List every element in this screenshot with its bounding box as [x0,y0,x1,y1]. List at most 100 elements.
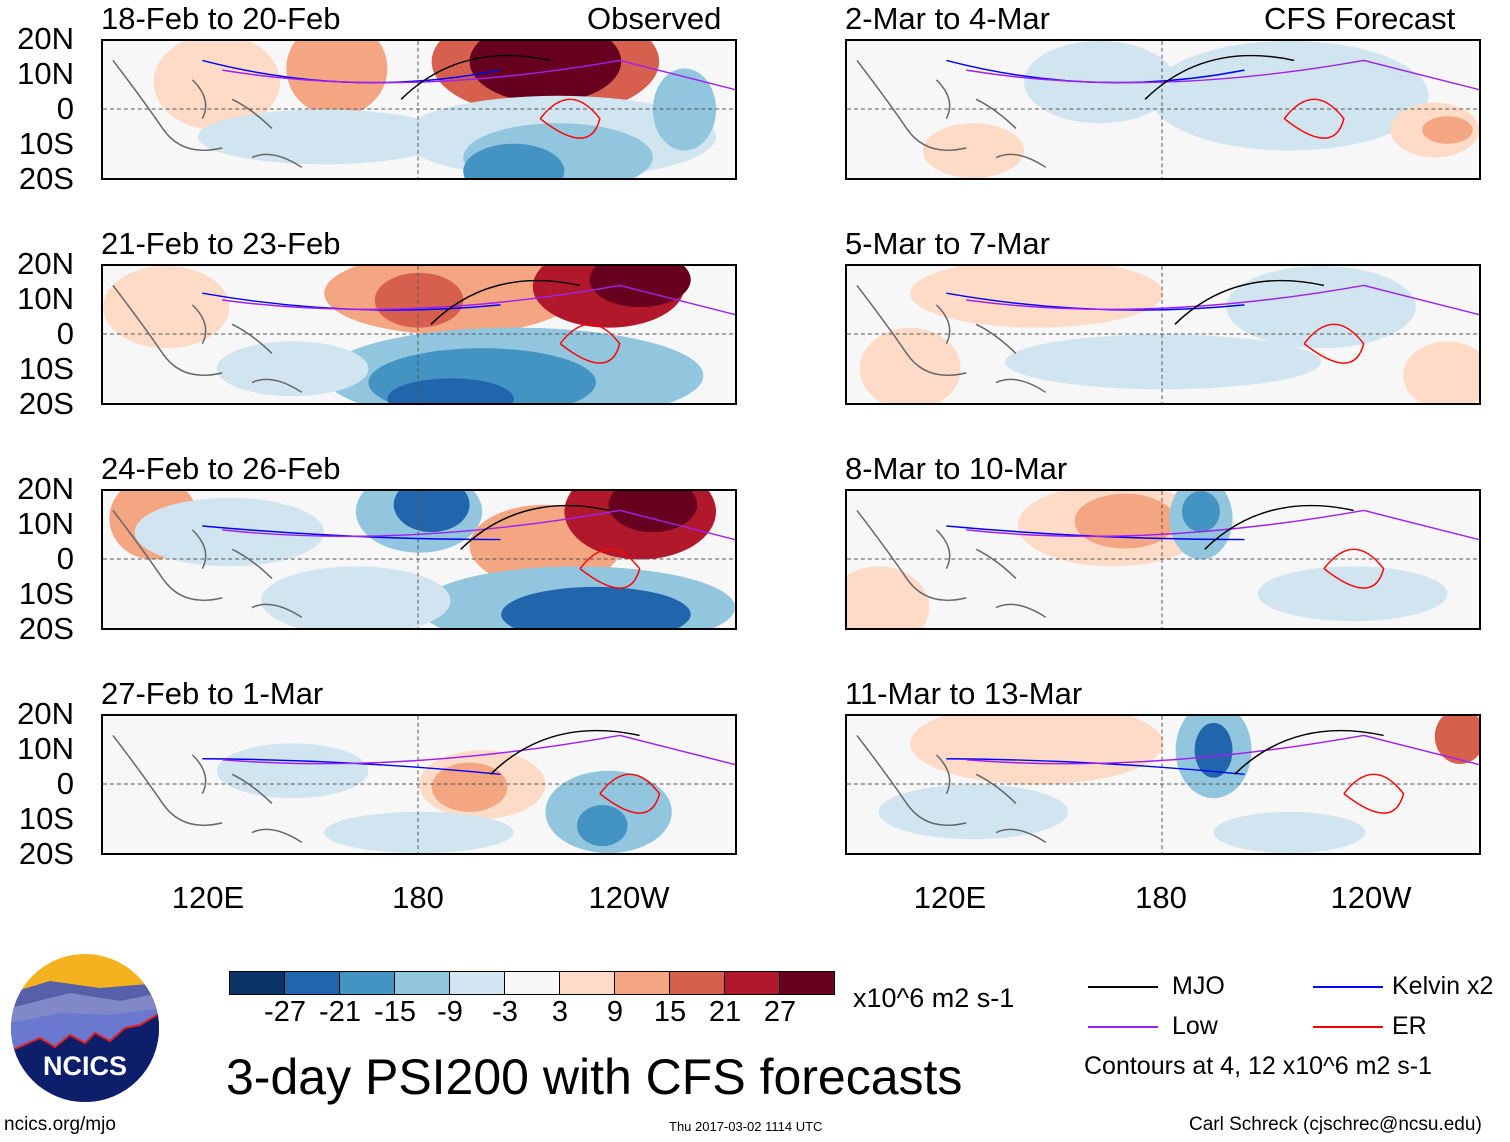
er-contour [579,548,641,589]
panel-title: 21-Feb to 23-Feb [101,226,341,261]
y-tick: 0 [56,316,74,351]
low-contour [222,509,735,541]
anomaly-region [1194,722,1233,778]
legend-label-kelvin: Kelvin x2 [1392,972,1494,1000]
anomaly-region [501,586,691,628]
colorbar-label: 3 [551,996,569,1028]
observed-map-panel [101,39,737,180]
coastline [856,59,1047,168]
colorbar-swatch [230,972,285,994]
low-contour [966,284,1479,316]
y-tick: 0 [56,541,74,576]
mjo-contour [1174,279,1325,325]
x-tick: 120E [171,880,245,915]
observed-map-panel [101,264,737,405]
coastline [856,734,1047,843]
colorbar-swatch [670,972,725,994]
anomaly-region [1005,334,1321,390]
low-contour [966,509,1479,541]
colorbar [229,971,835,995]
er-contour [1303,323,1365,364]
observed-map-panel [101,489,737,630]
anomaly-region [387,378,514,403]
anomaly-region [374,272,464,328]
anomaly-region [197,109,451,165]
anomaly-region [153,41,280,131]
anomaly-region [134,497,325,567]
mjo-contour [430,279,581,325]
x-tick: 180 [1135,880,1187,915]
anomaly-region [431,762,508,812]
colorbar-units: x10^6 m2 s-1 [853,983,1015,1013]
y-tick: 20S [18,386,74,421]
colorbar-label: 27 [763,996,797,1028]
low-contour [966,734,1479,766]
colorbar-label: -15 [374,996,416,1028]
anomaly-region [1257,566,1448,622]
site-url[interactable]: ncics.org/mjo [4,1114,116,1135]
panel-title: 5-Mar to 7-Mar [845,226,1050,261]
forecast-map-panel [845,489,1481,630]
legend-line-kelvin [1313,986,1383,988]
mjo-contour [490,729,640,775]
colorbar-swatch [505,972,560,994]
legend-label-mjo: MJO [1172,972,1225,1000]
low-contour [222,284,735,316]
y-tick: 10N [17,506,74,541]
anomaly-region [1150,41,1429,151]
anomaly-region [910,266,1163,328]
mjo-contour [400,54,551,100]
x-tick: 120W [1330,880,1412,915]
anomaly-region [216,341,369,397]
mjo-contour [1204,504,1354,550]
anomaly-region [1434,716,1479,764]
y-tick: 10S [18,801,74,836]
anomaly-region [1403,341,1479,403]
anomaly-region [1181,491,1220,533]
x-tick: 120W [588,880,670,915]
y-tick: 10N [17,281,74,316]
colorbar-swatch [450,972,505,994]
forecast-map-panel [845,264,1481,405]
er-contour [1283,98,1345,139]
anomaly-region [577,805,628,847]
legend-line-er [1313,1026,1383,1028]
legend-line-low [1088,1026,1158,1028]
observed-map-panel [101,714,737,855]
anomaly-region [859,327,961,403]
panel-title: 18-Feb to 20-Feb [101,1,341,36]
colorbar-swatch [780,972,834,994]
colorbar-swatch [285,972,340,994]
y-tick: 10N [17,56,74,91]
y-tick: 20S [18,611,74,646]
anomaly-region [1226,266,1416,349]
colorbar-label: -27 [264,996,306,1028]
mjo-contour [1234,729,1384,775]
anomaly-region [393,491,470,533]
observed-header: Observed [587,1,722,36]
mjo-contour [1144,54,1295,100]
panel-title: 2-Mar to 4-Mar [845,1,1050,36]
anomaly-region [103,266,230,349]
colorbar-swatch [725,972,780,994]
anomaly-region [652,68,717,151]
logo-text: NCICS [43,1051,127,1081]
y-tick: 20N [17,696,74,731]
coastline [112,509,303,618]
timestamp: Thu 2017-03-02 1114 UTC [669,1119,823,1134]
colorbar-label: -21 [319,996,361,1028]
anomaly-region [463,143,565,178]
coastline [856,284,1047,393]
colorbar-swatch [395,972,450,994]
forecast-map-panel [845,39,1481,180]
legend-label-er: ER [1392,1012,1427,1040]
anomaly-region [286,41,388,117]
colorbar-label: 15 [653,996,687,1028]
anomaly-region [847,566,930,628]
panel-title: 8-Mar to 10-Mar [845,451,1068,486]
y-tick: 20S [18,836,74,871]
legend-line-mjo [1088,986,1158,988]
er-contour [539,98,601,139]
forecast-header: CFS Forecast [1264,1,1456,36]
y-tick: 10S [18,126,74,161]
